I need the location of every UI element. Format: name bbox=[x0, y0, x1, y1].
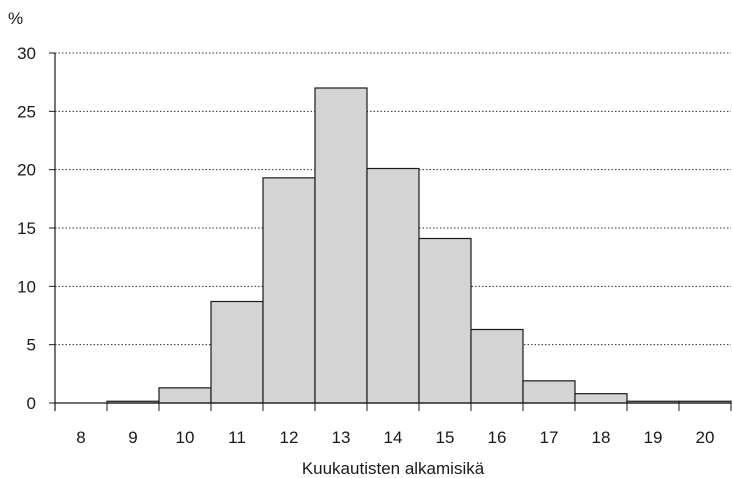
x-tick-label-14: 14 bbox=[384, 428, 403, 447]
bar-18 bbox=[574, 393, 628, 404]
gridlines bbox=[55, 52, 731, 346]
x-tick-label-15: 15 bbox=[436, 428, 455, 447]
x-axis-label: Kuukautisten alkamisikä bbox=[302, 459, 485, 478]
y-axis-label: % bbox=[8, 9, 23, 28]
y-tick-label-15: 15 bbox=[17, 219, 36, 238]
y-tick-label-30: 30 bbox=[17, 44, 36, 63]
y-tick-label-25: 25 bbox=[17, 102, 36, 121]
bar-12 bbox=[262, 177, 316, 404]
x-tick-label-8: 8 bbox=[76, 428, 85, 447]
axes bbox=[54, 53, 731, 411]
y-tick-labels: 0 5 10 15 20 25 30 bbox=[17, 44, 55, 413]
x-tick-label-10: 10 bbox=[176, 428, 195, 447]
x-tick-label-19: 19 bbox=[644, 428, 663, 447]
bars bbox=[106, 87, 732, 404]
x-tick-label-17: 17 bbox=[540, 428, 559, 447]
x-tick-label-16: 16 bbox=[488, 428, 507, 447]
bar-15 bbox=[418, 237, 472, 404]
bar-14 bbox=[366, 167, 420, 404]
x-tick-label-20: 20 bbox=[696, 428, 715, 447]
x-tick-label-18: 18 bbox=[592, 428, 611, 447]
y-tick-label-10: 10 bbox=[17, 277, 36, 296]
x-tick-labels: 8 9 10 11 12 13 14 15 16 17 18 19 20 bbox=[54, 403, 732, 447]
y-tick-label-5: 5 bbox=[27, 336, 36, 355]
bar-10 bbox=[158, 387, 212, 404]
bar-17 bbox=[522, 380, 576, 404]
x-tick-label-12: 12 bbox=[280, 428, 299, 447]
x-tick-label-9: 9 bbox=[128, 428, 137, 447]
y-tick-label-0: 0 bbox=[27, 394, 36, 413]
x-tick-label-11: 11 bbox=[228, 428, 246, 447]
x-tick-label-13: 13 bbox=[332, 428, 351, 447]
bar-16 bbox=[470, 328, 524, 404]
bar-13 bbox=[314, 87, 368, 404]
bar-11 bbox=[210, 300, 264, 404]
y-tick-label-20: 20 bbox=[17, 161, 36, 180]
